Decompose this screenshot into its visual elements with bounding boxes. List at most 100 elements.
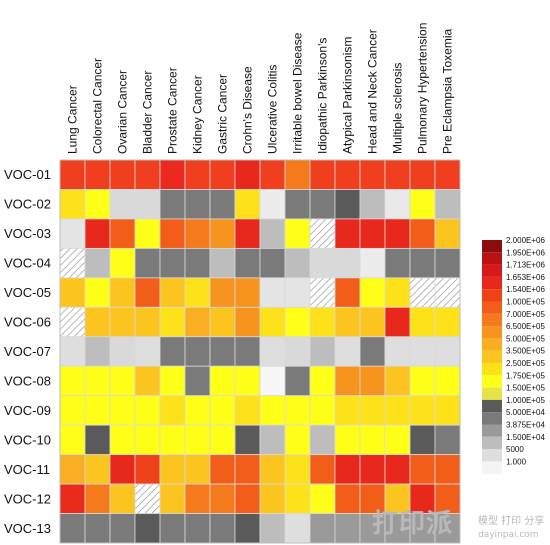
legend-swatch: [482, 412, 502, 425]
column-label: Head and Neck Cancer: [366, 29, 380, 154]
heatmap-cell: [59, 483, 86, 514]
column-label: Ulcerative Colitis: [266, 65, 280, 154]
heatmap-cell: [309, 513, 336, 544]
heatmap-cell: [84, 424, 111, 456]
heatmap-cell: [409, 336, 436, 367]
heatmap-cell: [309, 336, 336, 367]
heatmap-cell: [84, 483, 111, 514]
legend-label: 5.000E+04: [506, 408, 545, 417]
heatmap-cell: [309, 365, 336, 397]
heatmap-cell: [84, 159, 111, 190]
row-label: VOC-11: [4, 462, 50, 477]
legend-label: 2.000E+06: [506, 236, 545, 245]
heatmap-cell: [359, 424, 386, 456]
heatmap-cell: [434, 454, 461, 485]
legend-label: 1.000E+05: [506, 396, 545, 405]
heatmap-cell: [359, 247, 386, 279]
heatmap-cell: [209, 306, 236, 338]
column-label: Multiple sclerosis: [391, 63, 405, 154]
legend-label: 1.950E+06: [506, 248, 545, 257]
heatmap-cell: [209, 336, 236, 367]
row-label: VOC-09: [4, 403, 51, 418]
heatmap-cell: [284, 395, 311, 426]
heatmap-cell: [159, 424, 186, 456]
heatmap-cell: [434, 336, 461, 367]
legend-label: 1.500E+05: [506, 384, 545, 393]
heatmap-cell: [109, 159, 136, 190]
row-label: VOC-01: [4, 167, 51, 182]
heatmap-cell: [184, 513, 211, 544]
heatmap-cell: [434, 424, 461, 456]
heatmap-cell: [59, 336, 86, 367]
heatmap-cell: [134, 365, 161, 397]
heatmap-cell: [259, 159, 286, 190]
heatmap-cell: [409, 159, 436, 190]
heatmap-cell: [109, 483, 136, 514]
heatmap-cell: [59, 159, 86, 190]
heatmap-cell: [434, 218, 461, 249]
heatmap-cell: [384, 513, 411, 544]
heatmap-cell: [284, 424, 311, 456]
heatmap-cell: [334, 336, 361, 367]
column-label: Lung Cancer: [66, 85, 80, 154]
heatmap-cell: [334, 424, 361, 456]
heatmap-cell: [109, 247, 136, 279]
heatmap-cell: [209, 159, 236, 190]
heatmap-cell: [434, 306, 461, 338]
legend-label: 3.500E+05: [506, 347, 545, 356]
heatmap-cell: [259, 218, 286, 249]
legend-label: 6.500E+05: [506, 322, 545, 331]
heatmap-cell: [184, 395, 211, 426]
heatmap-cell: [184, 336, 211, 367]
heatmap-cell: [209, 189, 236, 220]
heatmap-cell: [184, 424, 211, 456]
heatmap-cell: [409, 247, 436, 279]
heatmap-cell: [259, 395, 286, 426]
heatmap-cell: [84, 454, 111, 485]
heatmap-cell: [259, 483, 286, 514]
heatmap-cell: [384, 483, 411, 514]
heatmap-cell: [209, 218, 236, 249]
heatmap-cell: [234, 247, 261, 279]
heatmap-cell: [284, 365, 311, 397]
heatmap-cell: [359, 483, 386, 514]
heatmap-cell: [134, 454, 161, 485]
legend-label: 5.000E+05: [506, 334, 545, 343]
heatmap-cell: [259, 306, 286, 338]
heatmap-cell: [159, 159, 186, 190]
heatmap-cell: [59, 189, 86, 220]
heatmap-cell: [184, 306, 211, 338]
heatmap-cell: [259, 189, 286, 220]
heatmap-cell: [284, 189, 311, 220]
heatmap-cell: [59, 306, 86, 338]
heatmap-cell: [434, 277, 461, 308]
legend-label: 1.713E+06: [506, 261, 545, 270]
legend-swatch: [482, 436, 502, 450]
legend-swatch: [482, 363, 502, 376]
legend-label: 1.750E+05: [506, 371, 545, 380]
heatmap-cell: [134, 424, 161, 456]
heatmap-cell: [384, 189, 411, 220]
column-label: Bladder Cancer: [141, 71, 155, 154]
legend-label: 1.000E+05: [506, 298, 545, 307]
heatmap-cell: [234, 159, 261, 190]
heatmap-cell: [334, 395, 361, 426]
legend-label: 1.653E+06: [506, 273, 545, 282]
heatmap-cell: [109, 454, 136, 485]
legend-swatch: [482, 313, 502, 327]
heatmap-cell: [359, 454, 386, 485]
heatmap-cell: [234, 513, 261, 544]
legend-swatch: [482, 399, 502, 413]
heatmap-cell: [309, 424, 336, 456]
heatmap-cell: [259, 336, 286, 367]
heatmap-cell: [109, 277, 136, 308]
heatmap-cell: [309, 483, 336, 514]
heatmap-cell: [234, 365, 261, 397]
heatmap-cell: [384, 454, 411, 485]
heatmap-cell: [234, 483, 261, 514]
heatmap-cell: [84, 513, 111, 544]
legend-label: 1.540E+06: [506, 285, 545, 294]
heatmap-cell: [259, 513, 286, 544]
heatmap-cell: [409, 189, 436, 220]
heatmap-cell: [409, 424, 436, 456]
